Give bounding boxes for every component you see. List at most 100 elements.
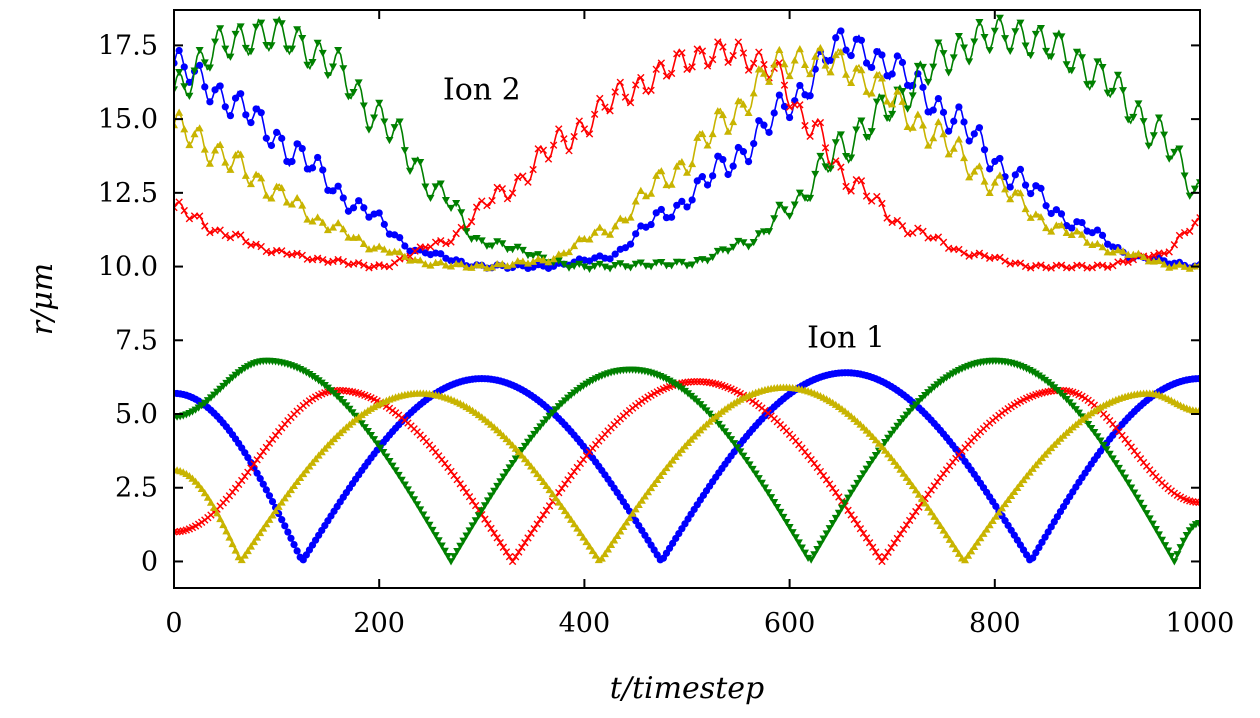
series-marker xyxy=(782,518,791,527)
series-marker xyxy=(982,525,991,533)
series-marker xyxy=(580,234,589,243)
series-marker xyxy=(1108,455,1117,463)
series-marker xyxy=(794,539,803,547)
series-marker xyxy=(453,475,461,484)
series-marker xyxy=(375,242,384,250)
series-marker xyxy=(1029,554,1037,562)
series-marker xyxy=(360,261,368,269)
series-marker xyxy=(881,446,890,454)
series-marker xyxy=(447,262,456,270)
series-marker xyxy=(827,56,835,64)
series-marker xyxy=(484,520,492,528)
series-marker xyxy=(194,480,203,489)
series-marker xyxy=(875,553,883,561)
series-marker xyxy=(1088,80,1097,88)
series-marker xyxy=(1108,87,1117,96)
series-marker xyxy=(606,255,614,263)
series-marker xyxy=(380,245,389,253)
series-marker xyxy=(960,249,968,257)
series-marker xyxy=(262,247,271,256)
series-marker xyxy=(1001,185,1010,193)
series-marker xyxy=(887,453,896,462)
series-marker xyxy=(503,194,512,203)
series-marker xyxy=(616,214,625,222)
series-marker xyxy=(1090,429,1099,437)
series-marker xyxy=(1151,526,1160,534)
series-marker xyxy=(480,502,489,510)
series-marker xyxy=(734,97,743,105)
series-marker xyxy=(893,534,902,543)
series-ion1-x xyxy=(174,377,1200,566)
series-marker xyxy=(243,546,252,555)
series-marker xyxy=(821,163,830,171)
series-marker xyxy=(708,55,717,64)
series-marker xyxy=(349,204,358,212)
series-marker xyxy=(400,481,409,489)
series-marker xyxy=(996,253,1004,262)
series-ion2-triangle-up xyxy=(174,44,1200,272)
series-marker xyxy=(195,124,204,132)
series-marker xyxy=(1004,495,1013,504)
series-marker xyxy=(631,505,640,513)
series-marker xyxy=(524,534,532,542)
series-marker xyxy=(542,506,551,515)
series-marker xyxy=(554,498,563,506)
series-marker xyxy=(1124,250,1133,258)
series-marker xyxy=(1042,202,1050,210)
series-marker xyxy=(561,480,569,488)
x-axis: 0 200 400 600 800 1000 xyxy=(165,10,1234,639)
series-marker xyxy=(250,460,258,468)
series-marker xyxy=(816,540,825,548)
series-marker xyxy=(236,150,245,158)
series-marker xyxy=(749,59,758,68)
series-marker xyxy=(428,526,437,535)
series-marker xyxy=(431,183,440,191)
series-marker xyxy=(513,243,522,251)
series-marker xyxy=(228,539,237,548)
series-marker xyxy=(241,44,250,53)
series-marker xyxy=(440,547,449,555)
series-marker xyxy=(755,117,763,125)
series-marker xyxy=(339,65,348,73)
series-marker xyxy=(499,473,508,481)
series-marker xyxy=(416,256,425,264)
series-marker xyxy=(739,452,748,460)
series-marker xyxy=(590,110,599,118)
series-marker xyxy=(967,547,976,555)
series-marker xyxy=(567,471,575,480)
series-marker xyxy=(975,124,984,132)
series-marker xyxy=(637,73,645,82)
series-marker xyxy=(719,43,727,51)
series-marker xyxy=(339,257,347,266)
series-marker xyxy=(872,548,880,556)
series-marker xyxy=(607,540,616,548)
series-marker xyxy=(857,117,866,125)
series-marker xyxy=(200,59,209,67)
series-marker xyxy=(908,123,917,131)
series-marker xyxy=(837,27,845,35)
series-marker xyxy=(780,206,789,214)
series-marker xyxy=(401,242,409,250)
series-marker xyxy=(1047,264,1055,272)
series-marker xyxy=(530,524,538,533)
series-marker xyxy=(801,121,809,130)
series-marker xyxy=(688,63,696,71)
series-marker xyxy=(520,442,529,451)
series-marker xyxy=(822,476,831,484)
series-marker xyxy=(200,145,209,153)
series-marker xyxy=(934,94,942,103)
series-marker xyxy=(1190,185,1199,193)
series-marker xyxy=(662,463,671,472)
series-marker xyxy=(570,132,578,141)
series-marker xyxy=(696,377,705,386)
series-marker xyxy=(288,251,296,259)
series-marker xyxy=(939,526,948,534)
series-marker xyxy=(826,165,835,173)
series-marker xyxy=(508,260,517,268)
series-marker xyxy=(868,63,876,72)
series-marker xyxy=(924,141,933,149)
series-marker xyxy=(1167,552,1176,561)
y-tick-label: 15.0 xyxy=(98,104,158,135)
series-marker xyxy=(1042,223,1051,232)
series-marker xyxy=(395,118,404,126)
